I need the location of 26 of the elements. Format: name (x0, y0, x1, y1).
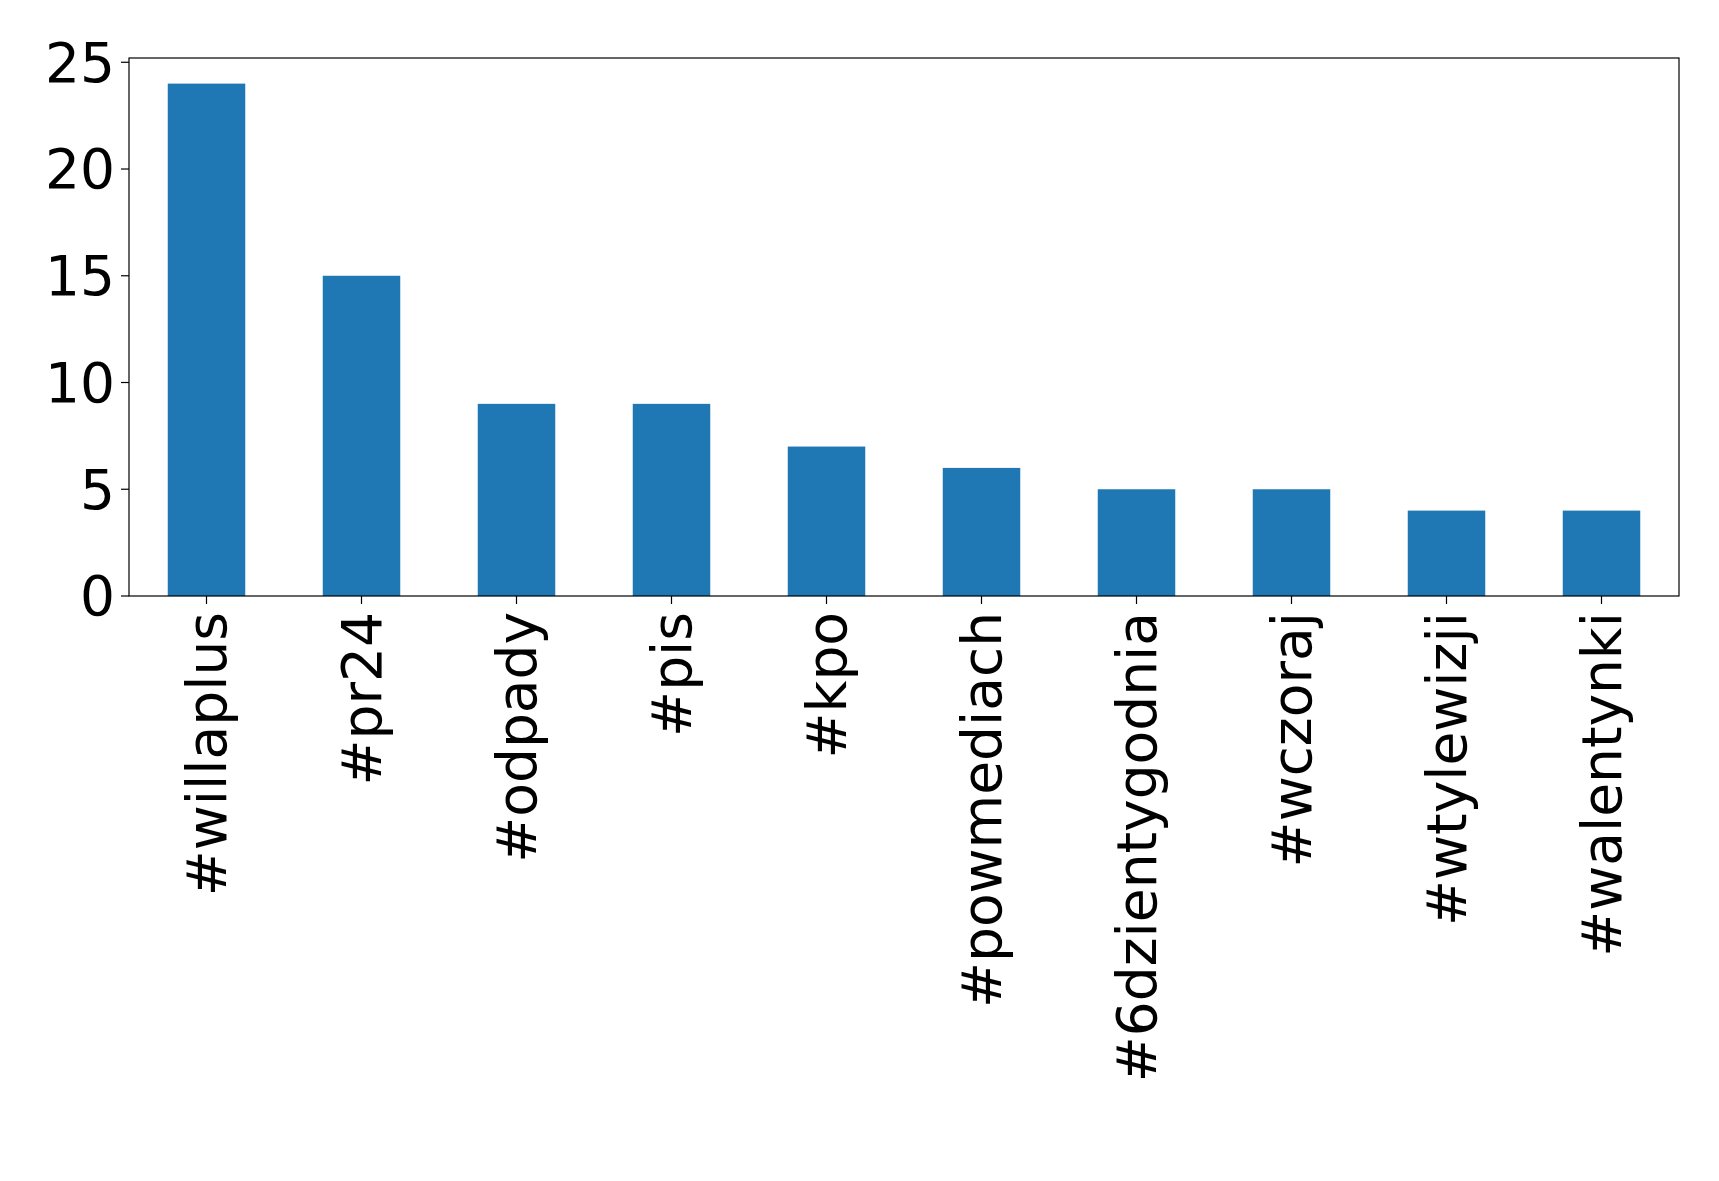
bar (322, 275, 401, 596)
x-tick-label: #powmediach (949, 612, 1014, 1009)
y-tick-label: 20 (45, 137, 115, 202)
x-tick-label: #odpady (484, 612, 549, 863)
x-tick-label: #wtylewizji (1414, 612, 1479, 926)
y-tick-label: 10 (45, 350, 115, 415)
bar (787, 446, 866, 596)
y-tick-label: 0 (80, 564, 115, 629)
bar (1252, 489, 1331, 596)
bar (632, 403, 711, 596)
bar (1407, 510, 1486, 596)
x-tick-label: #kpo (794, 612, 859, 759)
x-tick-label: #pr24 (329, 612, 394, 786)
x-tick-label: #pis (639, 612, 704, 737)
bar (167, 83, 246, 596)
y-tick-label: 5 (80, 457, 115, 522)
x-tick-label: #wczoraj (1259, 612, 1324, 868)
x-tick-label: #willaplus (174, 612, 239, 897)
bar (1562, 510, 1641, 596)
y-tick-label: 15 (45, 244, 115, 309)
bar (1097, 489, 1176, 596)
bar (942, 467, 1021, 596)
x-tick-label: #6dzientygodnia (1104, 612, 1169, 1083)
bar (477, 403, 556, 596)
y-tick-label: 25 (45, 30, 115, 95)
x-tick-label: #walentynki (1569, 612, 1634, 957)
